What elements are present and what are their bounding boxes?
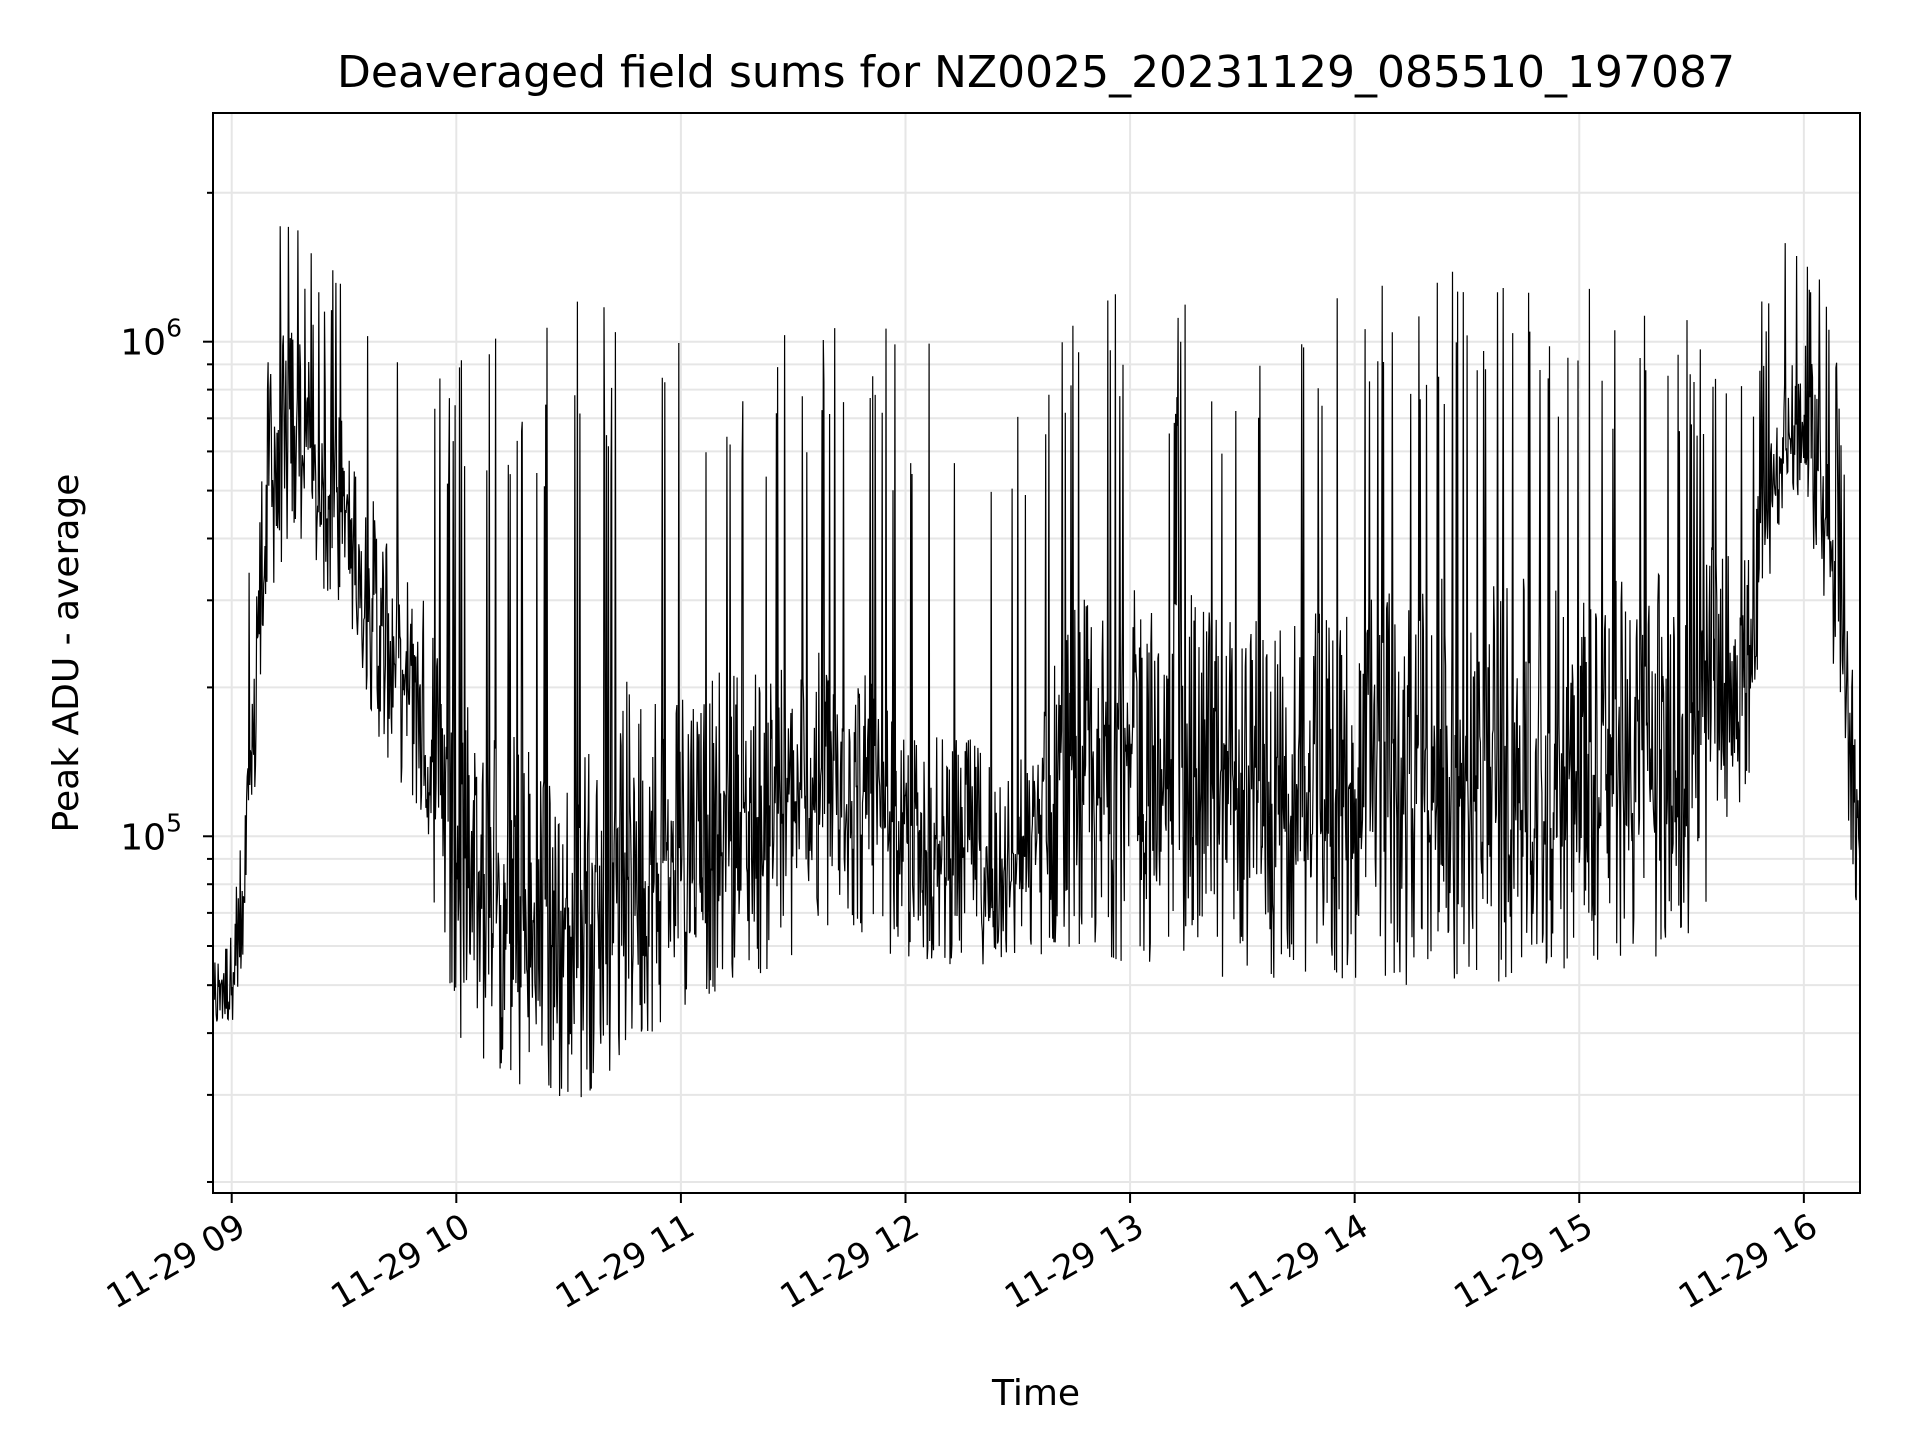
y-tick-label: 106	[120, 314, 182, 364]
x-tick-label: 11-29 12	[774, 1206, 926, 1317]
x-tick-label: 11-29 09	[100, 1206, 252, 1317]
chart-title: Deaveraged field sums for NZ0025_2023112…	[337, 47, 1735, 98]
y-axis-label: Peak ADU - average	[46, 474, 87, 833]
series-line	[212, 226, 1861, 1098]
x-tick-label: 11-29 13	[998, 1206, 1150, 1317]
x-tick-label: 11-29 11	[549, 1206, 701, 1317]
y-tick-label: 105	[120, 808, 182, 858]
plot-frame	[212, 112, 1861, 1194]
x-tick-label: 11-29 15	[1447, 1206, 1599, 1317]
x-axis-label: Time	[991, 1373, 1080, 1414]
x-tick-label: 11-29 10	[324, 1206, 476, 1317]
series-area	[212, 226, 1861, 1098]
x-tick-label: 11-29 14	[1223, 1206, 1375, 1317]
x-tick-label: 11-29 16	[1672, 1206, 1824, 1317]
